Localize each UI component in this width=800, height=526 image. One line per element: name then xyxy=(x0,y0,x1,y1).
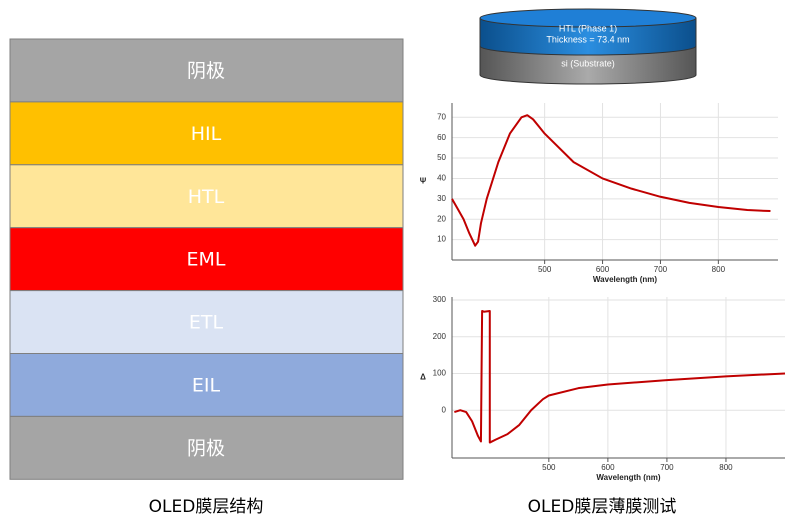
layer xyxy=(9,353,404,417)
layer-label: 阴极 xyxy=(187,60,225,82)
y-tick-label: 70 xyxy=(437,112,446,121)
layer xyxy=(9,227,404,292)
layer xyxy=(9,38,404,103)
y-tick-label: 300 xyxy=(433,295,447,304)
layer-label: ETL xyxy=(189,312,224,334)
film-thickness: Thickness = 73.4 nm xyxy=(546,34,629,44)
y-axis-label: Δ xyxy=(420,373,426,382)
caption: OLED膜层薄膜测试 xyxy=(528,497,677,517)
y-axis-label: Ψ xyxy=(420,177,427,186)
x-tick-label: 800 xyxy=(712,265,726,274)
y-tick-label: 20 xyxy=(437,214,446,223)
x-tick-label: 700 xyxy=(660,463,674,472)
y-tick-label: 200 xyxy=(433,332,447,341)
layer-label: 阴极 xyxy=(187,437,225,459)
caption: OLED膜层结构 xyxy=(149,497,264,517)
x-tick-label: 500 xyxy=(542,463,556,472)
x-tick-label: 700 xyxy=(654,265,668,274)
x-tick-label: 600 xyxy=(596,265,610,274)
y-tick-label: 30 xyxy=(437,194,446,203)
y-tick-label: 40 xyxy=(437,174,446,183)
layer-stack: 阴极 HIL HTL EML ETL EIL 阴极 xyxy=(9,38,404,480)
cylinder-top xyxy=(479,8,697,28)
substrate-name: si (Substrate) xyxy=(561,58,615,68)
layer xyxy=(9,415,404,480)
data-line xyxy=(454,309,786,444)
x-axis-label: Wavelength (nm) xyxy=(593,275,657,284)
layer xyxy=(9,101,404,166)
x-axis-label: Wavelength (nm) xyxy=(596,473,660,482)
x-tick-label: 500 xyxy=(538,265,552,274)
layer-label: HIL xyxy=(191,123,222,145)
y-tick-label: 0 xyxy=(442,405,447,414)
layer xyxy=(9,290,404,355)
y-tick-label: 10 xyxy=(437,235,446,244)
x-tick-label: 600 xyxy=(601,463,615,472)
x-tick-label: 800 xyxy=(719,463,733,472)
film-name: HTL (Phase 1) xyxy=(559,23,617,33)
y-tick-label: 60 xyxy=(437,133,446,142)
layer-label: EIL xyxy=(192,374,221,396)
y-tick-label: 50 xyxy=(437,153,446,162)
sample-cylinder: HTL (Phase 1) Thickness = 73.4 nm si (Su… xyxy=(479,8,697,85)
layer-label: EML xyxy=(187,249,226,271)
y-tick-label: 100 xyxy=(433,369,447,378)
layer-label: HTL xyxy=(188,186,225,208)
data-line xyxy=(451,114,771,247)
layer xyxy=(9,164,404,229)
